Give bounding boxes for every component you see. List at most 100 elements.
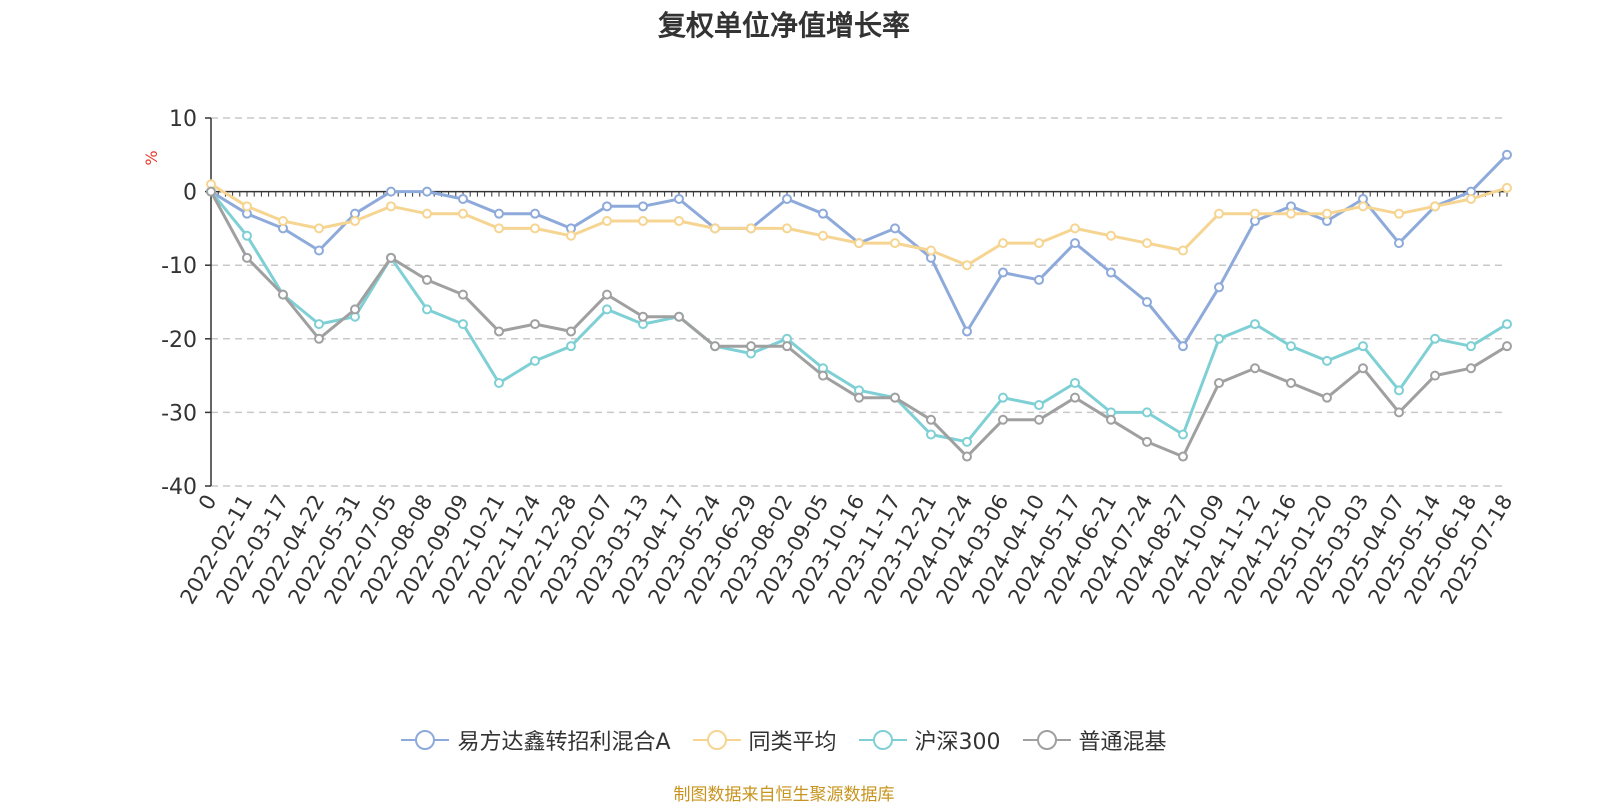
- data-point: [1034, 414, 1044, 425]
- data-point: [314, 333, 324, 344]
- data-point: [242, 252, 252, 263]
- data-point: [566, 326, 576, 337]
- legend-item[interactable]: 沪深300: [858, 724, 1001, 756]
- data-point: [1286, 341, 1296, 352]
- data-point: [530, 208, 540, 219]
- legend-item[interactable]: 同类平均: [692, 724, 837, 756]
- data-point: [782, 223, 792, 234]
- data-point: [1430, 333, 1440, 344]
- y-tick-label: 10: [169, 107, 197, 132]
- data-point: [962, 436, 972, 447]
- data-point: [278, 289, 288, 300]
- data-point: [1250, 363, 1260, 374]
- data-point: [782, 341, 792, 352]
- tick-labels: 100-10-20-30-40%02022-02-112022-03-17202…: [142, 107, 1517, 608]
- data-point: [1358, 341, 1368, 352]
- data-point: [890, 392, 900, 403]
- data-point: [890, 223, 900, 234]
- data-point: [242, 201, 252, 212]
- data-point: [1502, 341, 1512, 352]
- data-point: [638, 216, 648, 227]
- data-point: [422, 208, 432, 219]
- data-point: [926, 414, 936, 425]
- axes: [205, 117, 1508, 487]
- data-point: [1214, 208, 1224, 219]
- y-axis-label: %: [142, 150, 161, 165]
- data-point: [314, 223, 324, 234]
- legend-swatch: [1022, 730, 1071, 750]
- data-point: [602, 201, 612, 212]
- data-point: [494, 223, 504, 234]
- data-point: [1142, 407, 1152, 418]
- data-point: [1034, 400, 1044, 411]
- legend-item[interactable]: 普通混基: [1022, 724, 1167, 756]
- data-point: [1178, 429, 1188, 440]
- data-point: [1430, 370, 1440, 381]
- data-point: [1430, 201, 1440, 212]
- data-point: [458, 193, 468, 204]
- data-point: [530, 319, 540, 330]
- data-point: [1322, 355, 1332, 366]
- data-point: [1322, 392, 1332, 403]
- series-line: [209, 190, 1509, 459]
- data-point: [638, 201, 648, 212]
- data-point: [818, 208, 828, 219]
- data-point: [494, 208, 504, 219]
- data-point: [1178, 245, 1188, 256]
- data-point: [962, 451, 972, 462]
- data-point: [674, 311, 684, 322]
- y-tick-label: -10: [161, 254, 197, 279]
- data-point: [1106, 414, 1116, 425]
- data-point: [422, 186, 432, 197]
- data-point: [422, 274, 432, 285]
- source-note: 制图数据来自恒生聚源数据库: [673, 785, 895, 805]
- data-point: [1358, 201, 1368, 212]
- y-tick-label: 0: [183, 181, 197, 206]
- series-lines: [206, 149, 1512, 462]
- data-point: [1106, 267, 1116, 278]
- data-point: [710, 223, 720, 234]
- data-point: [278, 216, 288, 227]
- legend-item[interactable]: 易方达鑫转招利混合A: [401, 724, 671, 756]
- data-point: [818, 230, 828, 241]
- data-point: [674, 216, 684, 227]
- data-point: [746, 341, 756, 352]
- data-point: [314, 319, 324, 330]
- data-point: [1142, 436, 1152, 447]
- data-point: [1502, 182, 1512, 193]
- data-point: [1214, 282, 1224, 293]
- data-point: [386, 201, 396, 212]
- data-point: [998, 414, 1008, 425]
- data-point: [1070, 392, 1080, 403]
- data-point: [602, 216, 612, 227]
- data-point: [1394, 385, 1404, 396]
- grid-lines: [211, 117, 1507, 487]
- legend-swatch: [692, 730, 741, 750]
- data-point: [1466, 363, 1476, 374]
- data-point: [242, 230, 252, 241]
- data-point: [1466, 193, 1476, 204]
- data-point: [1142, 297, 1152, 307]
- data-point: [998, 238, 1008, 249]
- data-point: [206, 186, 216, 197]
- data-point: [1142, 238, 1152, 249]
- data-point: [890, 238, 900, 249]
- y-tick-label: -30: [161, 401, 197, 426]
- data-point: [1394, 238, 1404, 249]
- data-point: [818, 370, 828, 381]
- data-point: [566, 230, 576, 241]
- data-point: [1502, 319, 1512, 330]
- data-point: [1214, 333, 1224, 344]
- series-line: [209, 153, 1509, 348]
- series-line: [209, 190, 1509, 444]
- data-point: [674, 193, 684, 204]
- data-point: [422, 304, 432, 315]
- data-point: [1286, 377, 1296, 388]
- data-point: [1106, 230, 1116, 241]
- data-point: [566, 341, 576, 352]
- data-point: [1070, 238, 1080, 249]
- data-point: [998, 267, 1008, 278]
- data-point: [746, 223, 756, 234]
- data-point: [1394, 407, 1404, 418]
